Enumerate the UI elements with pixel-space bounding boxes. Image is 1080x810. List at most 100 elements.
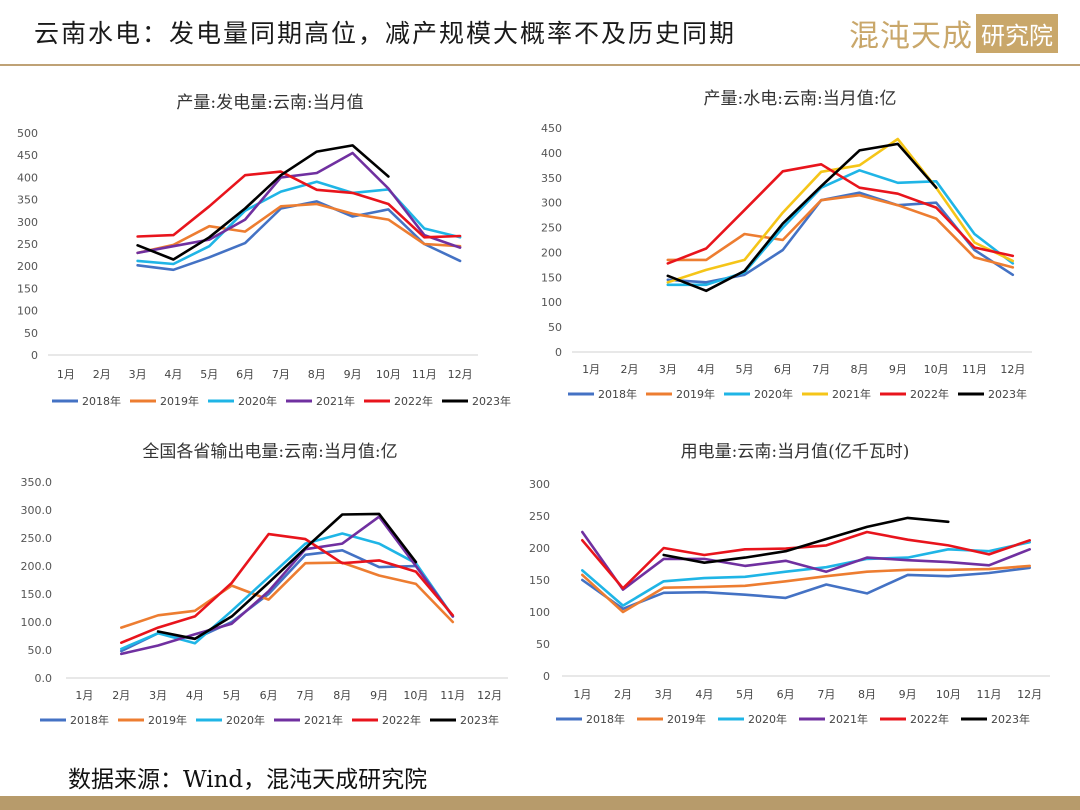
y-tick-label: 500 bbox=[17, 127, 38, 140]
series-line-2022年 bbox=[581, 530, 1031, 590]
legend-label: 2021年 bbox=[316, 394, 355, 408]
legend-label: 2018年 bbox=[586, 712, 625, 726]
y-tick-label: 200 bbox=[541, 246, 562, 259]
x-tick-label: 12月 bbox=[1017, 688, 1042, 701]
x-tick-label: 8月 bbox=[858, 688, 876, 701]
series-line-2020年 bbox=[136, 180, 462, 266]
series-line-2023年 bbox=[136, 144, 390, 261]
legend-label: 2020年 bbox=[238, 394, 277, 408]
series-line-2023年 bbox=[662, 516, 950, 564]
company-logo: 混沌天成 研究院 bbox=[849, 12, 1058, 54]
y-tick-label: 250 bbox=[529, 510, 550, 523]
series-line-2020年 bbox=[581, 540, 1031, 607]
logo-text: 混沌天成 bbox=[849, 19, 973, 54]
x-tick-label: 1月 bbox=[573, 688, 591, 701]
series-line-2021年 bbox=[581, 530, 1031, 591]
legend-label: 2020年 bbox=[754, 387, 793, 401]
y-tick-label: 350 bbox=[541, 172, 562, 185]
x-tick-label: 12月 bbox=[1000, 363, 1025, 376]
x-tick-label: 1月 bbox=[75, 689, 93, 702]
y-tick-label: 100.0 bbox=[21, 616, 53, 629]
x-tick-label: 9月 bbox=[370, 689, 388, 702]
chart-title: 全国各省输出电量:云南:当月值:亿 bbox=[142, 442, 397, 462]
x-tick-label: 7月 bbox=[812, 363, 830, 376]
y-tick-label: 0 bbox=[31, 349, 38, 362]
y-tick-label: 50.0 bbox=[28, 644, 53, 657]
series-line-2019年 bbox=[136, 202, 462, 255]
x-tick-label: 5月 bbox=[223, 689, 241, 702]
series-line-2021年 bbox=[666, 137, 1015, 284]
legend-label: 2023年 bbox=[991, 712, 1030, 726]
series-line-2020年 bbox=[120, 532, 455, 651]
x-tick-label: 6月 bbox=[236, 368, 254, 381]
legend-label: 2023年 bbox=[988, 387, 1027, 401]
x-tick-label: 4月 bbox=[186, 689, 204, 702]
y-tick-label: 400 bbox=[541, 147, 562, 160]
x-tick-label: 11月 bbox=[412, 368, 437, 381]
legend-label: 2021年 bbox=[304, 713, 343, 727]
y-tick-label: 0 bbox=[543, 670, 550, 683]
y-tick-label: 350.0 bbox=[21, 476, 53, 489]
series-line-2021年 bbox=[120, 515, 455, 656]
series-line-2019年 bbox=[581, 564, 1031, 614]
x-tick-label: 8月 bbox=[333, 689, 351, 702]
series-line-2022年 bbox=[120, 532, 455, 644]
x-tick-label: 1月 bbox=[582, 363, 600, 376]
legend-label: 2018年 bbox=[70, 713, 109, 727]
legend-label: 2023年 bbox=[460, 713, 499, 727]
x-tick-label: 9月 bbox=[899, 688, 917, 701]
y-tick-label: 150 bbox=[17, 282, 38, 295]
legend-label: 2019年 bbox=[160, 394, 199, 408]
x-tick-label: 11月 bbox=[962, 363, 987, 376]
data-source-note: 数据来源：Wind，混沌天成研究院 bbox=[68, 767, 428, 793]
x-tick-label: 7月 bbox=[296, 689, 314, 702]
x-tick-label: 4月 bbox=[697, 363, 715, 376]
series-line-2022年 bbox=[666, 163, 1015, 265]
x-tick-label: 4月 bbox=[695, 688, 713, 701]
y-tick-label: 450 bbox=[541, 122, 562, 135]
legend-label: 2019年 bbox=[667, 712, 706, 726]
chart-title: 产量:水电:云南:当月值:亿 bbox=[704, 89, 897, 109]
x-tick-label: 4月 bbox=[164, 368, 182, 381]
y-tick-label: 150.0 bbox=[21, 588, 53, 601]
x-tick-label: 2月 bbox=[621, 363, 639, 376]
y-tick-label: 50 bbox=[548, 321, 562, 334]
header-divider bbox=[0, 64, 1080, 66]
y-tick-label: 150 bbox=[529, 574, 550, 587]
legend-label: 2021年 bbox=[832, 387, 871, 401]
x-tick-label: 2月 bbox=[93, 368, 111, 381]
chart-title: 产量:发电量:云南:当月值 bbox=[176, 93, 363, 113]
legend-label: 2020年 bbox=[226, 713, 265, 727]
legend-label: 2020年 bbox=[748, 712, 787, 726]
x-tick-label: 6月 bbox=[260, 689, 278, 702]
x-tick-label: 12月 bbox=[477, 689, 502, 702]
legend-label: 2022年 bbox=[910, 387, 949, 401]
series-line-2019年 bbox=[666, 193, 1015, 269]
y-tick-label: 0.0 bbox=[35, 672, 53, 685]
y-tick-label: 50 bbox=[24, 327, 38, 340]
slide-title: 云南水电：发电量同期高位，减产规模大概率不及历史同期 bbox=[34, 19, 737, 48]
series-line-2023年 bbox=[156, 512, 418, 641]
legend-label: 2022年 bbox=[910, 712, 949, 726]
y-tick-label: 200 bbox=[17, 260, 38, 273]
series-line-2022年 bbox=[136, 170, 462, 239]
x-tick-label: 8月 bbox=[308, 368, 326, 381]
series-line-2018年 bbox=[666, 191, 1015, 284]
series-line-2019年 bbox=[120, 561, 455, 629]
x-tick-label: 7月 bbox=[272, 368, 290, 381]
x-tick-label: 2月 bbox=[614, 688, 632, 701]
legend-label: 2022年 bbox=[394, 394, 433, 408]
y-tick-label: 350 bbox=[17, 194, 38, 207]
y-tick-label: 150 bbox=[541, 271, 562, 284]
footer-bar bbox=[0, 796, 1080, 810]
x-tick-label: 3月 bbox=[129, 368, 147, 381]
x-tick-label: 2月 bbox=[112, 689, 130, 702]
x-tick-label: 5月 bbox=[200, 368, 218, 381]
y-tick-label: 100 bbox=[541, 296, 562, 309]
y-tick-label: 200.0 bbox=[21, 560, 53, 573]
legend-label: 2021年 bbox=[829, 712, 868, 726]
y-tick-label: 400 bbox=[17, 171, 38, 184]
x-tick-label: 10月 bbox=[403, 689, 428, 702]
x-tick-label: 6月 bbox=[774, 363, 792, 376]
x-tick-label: 12月 bbox=[448, 368, 473, 381]
